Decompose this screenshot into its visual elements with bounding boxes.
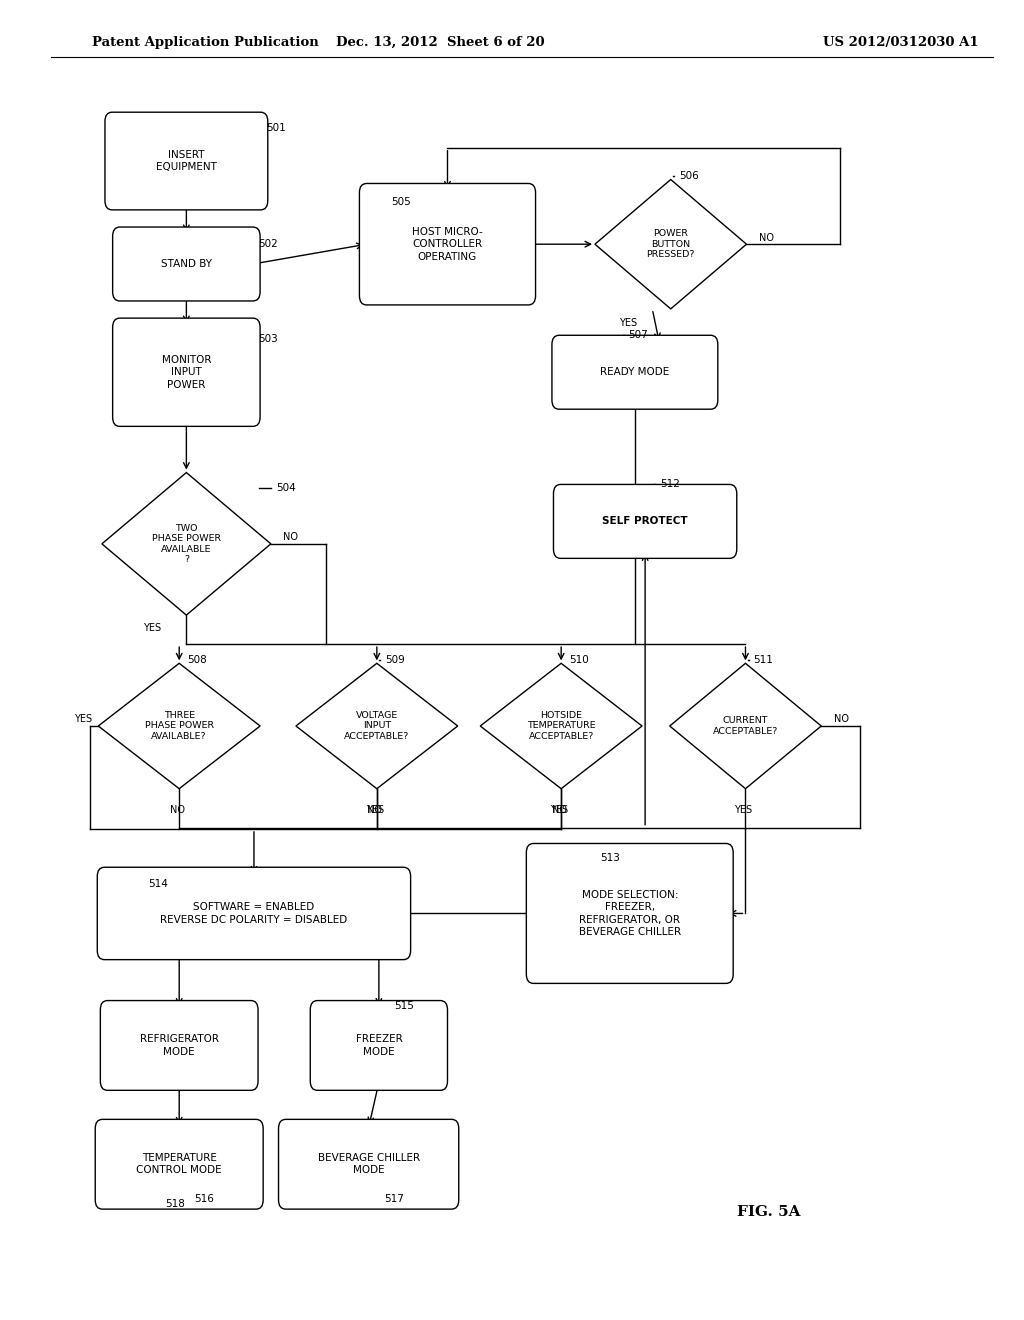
Text: 515: 515 [394, 1001, 414, 1011]
Text: YES: YES [618, 318, 637, 329]
Text: SELF PROTECT: SELF PROTECT [602, 516, 688, 527]
Text: YES: YES [734, 805, 753, 816]
Text: Patent Application Publication: Patent Application Publication [92, 36, 318, 49]
Text: TWO
PHASE POWER
AVAILABLE
?: TWO PHASE POWER AVAILABLE ? [152, 524, 221, 564]
Text: 514: 514 [148, 879, 168, 890]
Polygon shape [296, 663, 458, 788]
Text: YES: YES [74, 714, 92, 725]
FancyBboxPatch shape [104, 112, 268, 210]
Text: NO: NO [368, 805, 382, 816]
Text: 503: 503 [258, 334, 278, 345]
FancyBboxPatch shape [553, 484, 737, 558]
Text: 505: 505 [391, 197, 411, 207]
Text: 516: 516 [195, 1193, 214, 1204]
Text: READY MODE: READY MODE [600, 367, 670, 378]
Text: CURRENT
ACCEPTABLE?: CURRENT ACCEPTABLE? [713, 717, 778, 735]
Text: NO: NO [834, 714, 849, 725]
Text: SOFTWARE = ENABLED
REVERSE DC POLARITY = DISABLED: SOFTWARE = ENABLED REVERSE DC POLARITY =… [161, 903, 347, 924]
Text: 511: 511 [754, 655, 773, 665]
FancyBboxPatch shape [113, 227, 260, 301]
FancyBboxPatch shape [526, 843, 733, 983]
Polygon shape [595, 180, 746, 309]
Text: 509: 509 [385, 655, 404, 665]
Text: INSERT
EQUIPMENT: INSERT EQUIPMENT [156, 150, 217, 172]
Text: MODE SELECTION:
FREEZER,
REFRIGERATOR, OR
BEVERAGE CHILLER: MODE SELECTION: FREEZER, REFRIGERATOR, O… [579, 890, 681, 937]
Text: 517: 517 [384, 1193, 403, 1204]
FancyBboxPatch shape [100, 1001, 258, 1090]
Text: MONITOR
INPUT
POWER: MONITOR INPUT POWER [162, 355, 211, 389]
Text: TEMPERATURE
CONTROL MODE: TEMPERATURE CONTROL MODE [136, 1154, 222, 1175]
Text: YES: YES [142, 623, 161, 634]
Text: FIG. 5A: FIG. 5A [737, 1205, 801, 1218]
Text: FREEZER
MODE: FREEZER MODE [355, 1035, 402, 1056]
Text: 518: 518 [165, 1199, 184, 1209]
Text: NO: NO [283, 532, 298, 543]
Text: HOST MICRO-
CONTROLLER
OPERATING: HOST MICRO- CONTROLLER OPERATING [412, 227, 483, 261]
Text: NO: NO [170, 805, 184, 816]
Text: POWER
BUTTON
PRESSED?: POWER BUTTON PRESSED? [646, 230, 695, 259]
Text: 502: 502 [258, 239, 278, 249]
Text: 506: 506 [679, 170, 698, 181]
Text: THREE
PHASE POWER
AVAILABLE?: THREE PHASE POWER AVAILABLE? [144, 711, 214, 741]
Text: HOTSIDE
TEMPERATURE
ACCEPTABLE?: HOTSIDE TEMPERATURE ACCEPTABLE? [526, 711, 596, 741]
Text: REFRIGERATOR
MODE: REFRIGERATOR MODE [139, 1035, 219, 1056]
Text: BEVERAGE CHILLER
MODE: BEVERAGE CHILLER MODE [317, 1154, 420, 1175]
FancyBboxPatch shape [310, 1001, 447, 1090]
Text: 510: 510 [569, 655, 589, 665]
Text: VOLTAGE
INPUT
ACCEPTABLE?: VOLTAGE INPUT ACCEPTABLE? [344, 711, 410, 741]
Text: STAND BY: STAND BY [161, 259, 212, 269]
FancyBboxPatch shape [95, 1119, 263, 1209]
Text: 501: 501 [266, 123, 286, 133]
Polygon shape [98, 663, 260, 788]
FancyBboxPatch shape [279, 1119, 459, 1209]
Text: 508: 508 [187, 655, 207, 665]
Polygon shape [101, 473, 270, 615]
Text: NO: NO [759, 232, 774, 243]
Polygon shape [670, 663, 821, 788]
Text: NO: NO [552, 805, 566, 816]
Text: Dec. 13, 2012  Sheet 6 of 20: Dec. 13, 2012 Sheet 6 of 20 [336, 36, 545, 49]
Text: YES: YES [366, 805, 384, 816]
Text: YES: YES [550, 805, 568, 816]
FancyBboxPatch shape [113, 318, 260, 426]
FancyBboxPatch shape [359, 183, 536, 305]
Text: 512: 512 [660, 479, 680, 490]
FancyBboxPatch shape [552, 335, 718, 409]
Text: US 2012/0312030 A1: US 2012/0312030 A1 [823, 36, 979, 49]
Text: 513: 513 [600, 853, 620, 863]
Polygon shape [480, 663, 642, 788]
Text: 504: 504 [276, 483, 296, 494]
FancyBboxPatch shape [97, 867, 411, 960]
Text: 507: 507 [628, 330, 647, 341]
